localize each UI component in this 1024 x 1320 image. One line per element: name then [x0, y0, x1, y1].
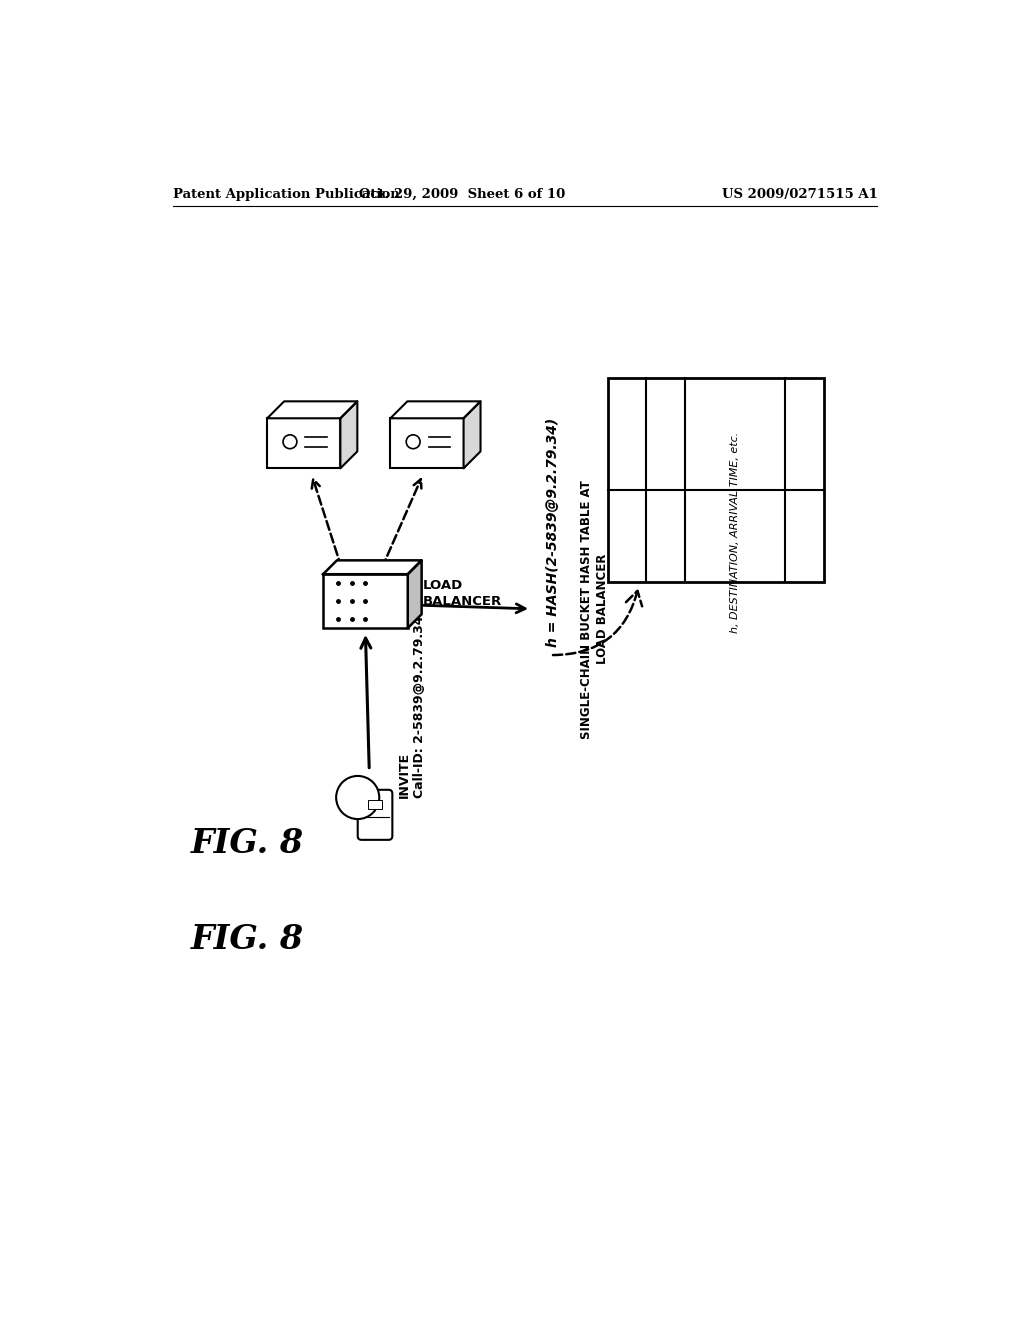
Text: FIG. 8: FIG. 8: [190, 828, 304, 861]
Text: h = HASH(2-5839@9.2.79.34): h = HASH(2-5839@9.2.79.34): [547, 418, 560, 647]
FancyBboxPatch shape: [357, 789, 392, 840]
Polygon shape: [323, 561, 422, 574]
Text: Oct. 29, 2009  Sheet 6 of 10: Oct. 29, 2009 Sheet 6 of 10: [358, 187, 565, 201]
Text: Patent Application Publication: Patent Application Publication: [173, 187, 399, 201]
Polygon shape: [267, 401, 357, 418]
Bar: [608, 378, 823, 582]
Text: LOAD
BALANCER: LOAD BALANCER: [423, 579, 503, 609]
Polygon shape: [340, 401, 357, 469]
Polygon shape: [464, 401, 480, 469]
Polygon shape: [408, 561, 422, 628]
Text: SINGLE-CHAIN BUCKET HASH TABLE AT
LOAD BALANCER: SINGLE-CHAIN BUCKET HASH TABLE AT LOAD B…: [580, 480, 608, 739]
Text: US 2009/0271515 A1: US 2009/0271515 A1: [722, 187, 878, 201]
Polygon shape: [390, 401, 480, 418]
Bar: [323, 574, 408, 628]
Bar: [267, 418, 340, 469]
Text: FIG. 8: FIG. 8: [190, 924, 304, 957]
Circle shape: [336, 776, 379, 818]
FancyArrowPatch shape: [553, 591, 642, 655]
Circle shape: [407, 434, 420, 449]
Text: h, DESTINATION, ARRIVAL TIME, etc.: h, DESTINATION, ARRIVAL TIME, etc.: [730, 432, 740, 632]
Text: INVITE
Call-ID: 2-5839@9.2.79.34: INVITE Call-ID: 2-5839@9.2.79.34: [397, 615, 426, 797]
FancyBboxPatch shape: [368, 800, 382, 809]
Circle shape: [283, 434, 297, 449]
Bar: [390, 418, 464, 469]
